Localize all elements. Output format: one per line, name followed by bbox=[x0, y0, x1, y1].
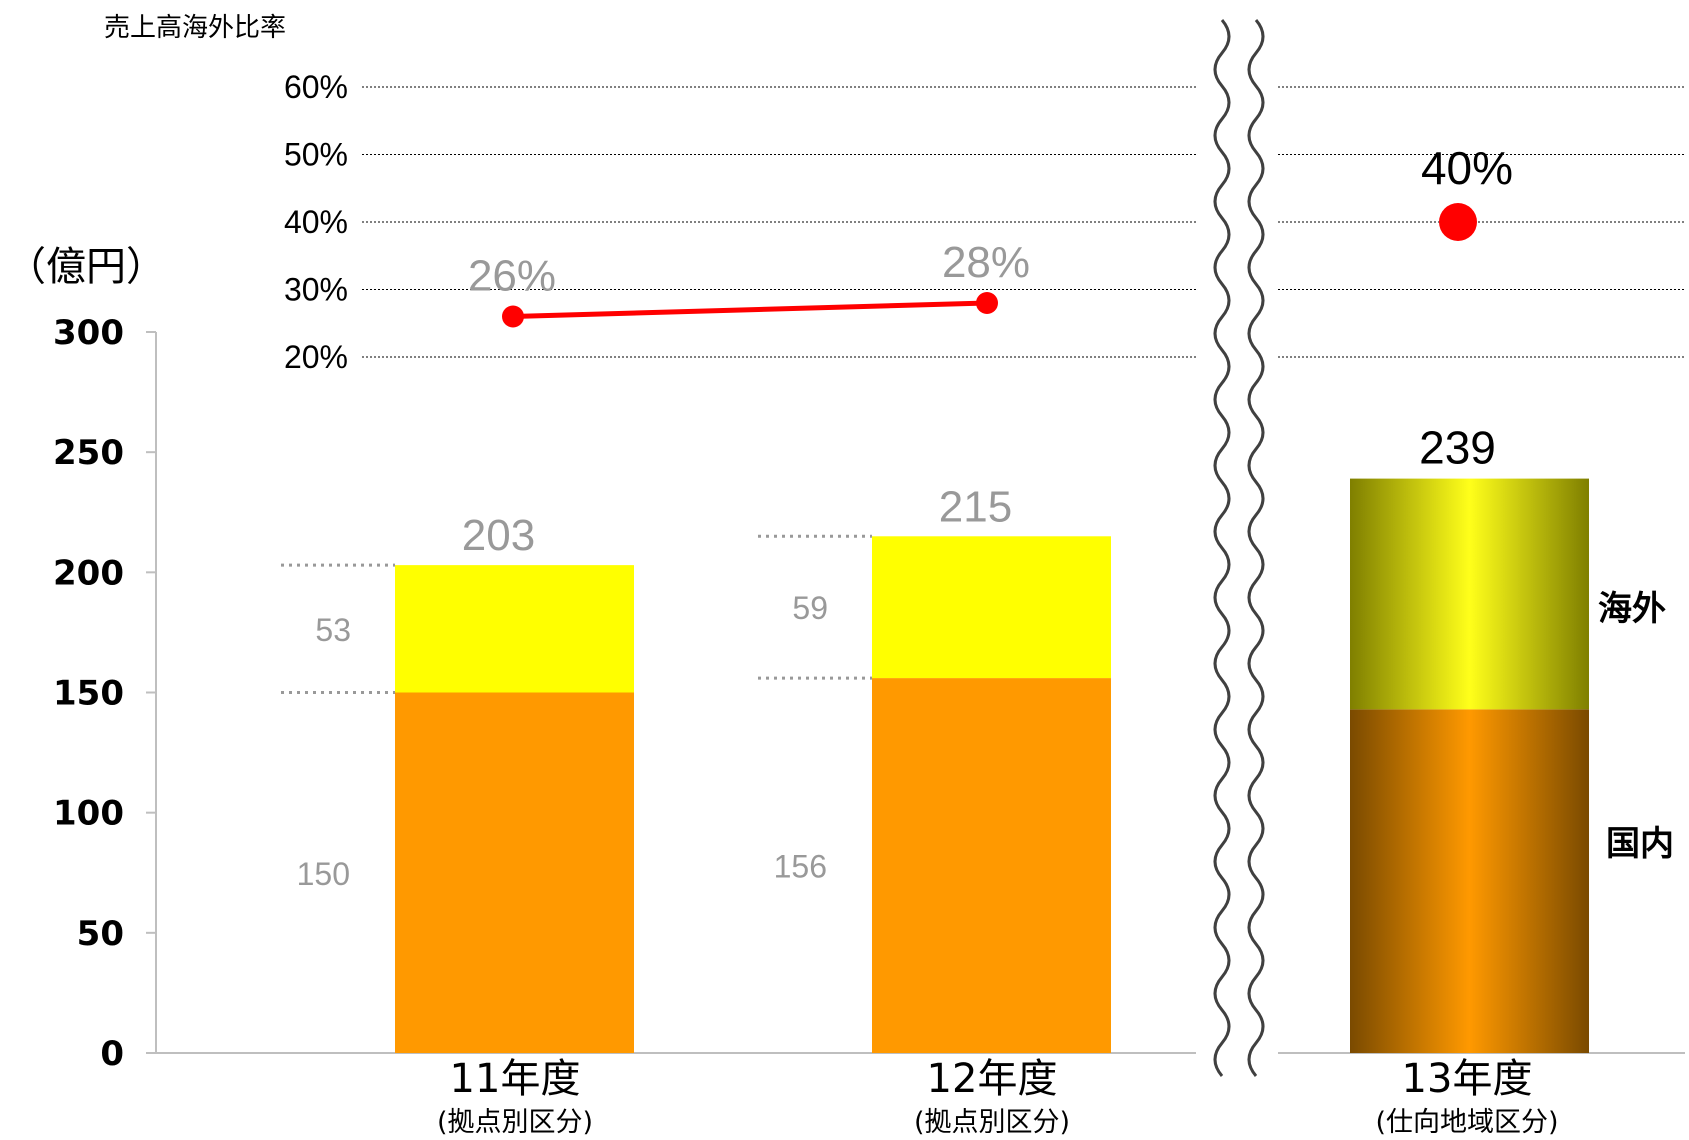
bar-overseas bbox=[1350, 478, 1589, 710]
bar-domestic-label: 156 bbox=[774, 849, 827, 885]
category-label: 11年度 bbox=[450, 1056, 581, 1102]
ratio-point-label: 40% bbox=[1421, 142, 1513, 194]
category-sublabel: (拠点別区分) bbox=[914, 1107, 1070, 1138]
ratio-point-label: 26% bbox=[468, 252, 556, 301]
ratio-tick-label: 50% bbox=[284, 137, 348, 173]
ratio-point bbox=[502, 305, 524, 328]
bars: 150 53 203 156 59 215 239 bbox=[297, 422, 1589, 1053]
bar-overseas-label: 53 bbox=[315, 612, 351, 648]
ratio-point-label: 28% bbox=[942, 238, 1030, 287]
category-labels: 11年度 (拠点別区分) 12年度 (拠点別区分) 13年度 (仕向地域区分) bbox=[437, 1056, 1559, 1138]
y-tick-label: 0 bbox=[100, 1034, 124, 1074]
ratio-line-segment bbox=[512, 300, 988, 319]
bar-total-label: 203 bbox=[462, 511, 535, 560]
y-tick-label: 150 bbox=[53, 674, 124, 714]
ratio-point bbox=[1439, 203, 1477, 241]
ratio-tick-label: 30% bbox=[284, 272, 348, 308]
y-tick-label: 300 bbox=[53, 313, 124, 353]
bar-overseas bbox=[872, 536, 1111, 679]
bar-total-label: 215 bbox=[939, 482, 1012, 531]
bar-domestic bbox=[872, 678, 1111, 1053]
y-tick-label: 200 bbox=[53, 553, 124, 593]
category-label: 12年度 bbox=[927, 1056, 1058, 1102]
y-tick-label: 100 bbox=[53, 794, 124, 834]
ratio-tick-label: 20% bbox=[284, 339, 348, 375]
y-axis-ticks: 0 50 100 150 200 250 300 bbox=[53, 313, 156, 1074]
axis-break bbox=[1213, 19, 1265, 1077]
bar-domestic bbox=[395, 692, 634, 1053]
category-sublabel: (拠点別区分) bbox=[437, 1107, 593, 1138]
ratio-tick-label: 40% bbox=[284, 204, 348, 240]
ratio-gridlines: 20% 30% 40% 50% 60% bbox=[284, 69, 1685, 375]
bar-domestic-label: 150 bbox=[297, 856, 350, 892]
category-sublabel: (仕向地域区分) bbox=[1375, 1107, 1558, 1138]
y-tick-label: 50 bbox=[77, 914, 124, 954]
overseas-ratio-series: 26% 28% 40% bbox=[468, 142, 1513, 328]
legend-overseas: 海外 bbox=[1598, 589, 1666, 629]
bar-overseas-label: 59 bbox=[792, 590, 828, 626]
ratio-axis-title: 売上高海外比率 bbox=[104, 13, 286, 43]
bar-domestic bbox=[1350, 709, 1589, 1053]
ratio-tick-label: 60% bbox=[284, 69, 348, 105]
unit-label: （億円） bbox=[6, 244, 166, 290]
ratio-point bbox=[976, 292, 998, 314]
bar-overseas bbox=[395, 565, 634, 693]
bar-total-label: 239 bbox=[1419, 422, 1496, 474]
segment-guides bbox=[281, 534, 872, 694]
legend-domestic: 国内 bbox=[1606, 824, 1674, 864]
y-tick-label: 250 bbox=[53, 433, 124, 473]
category-label: 13年度 bbox=[1402, 1056, 1533, 1102]
